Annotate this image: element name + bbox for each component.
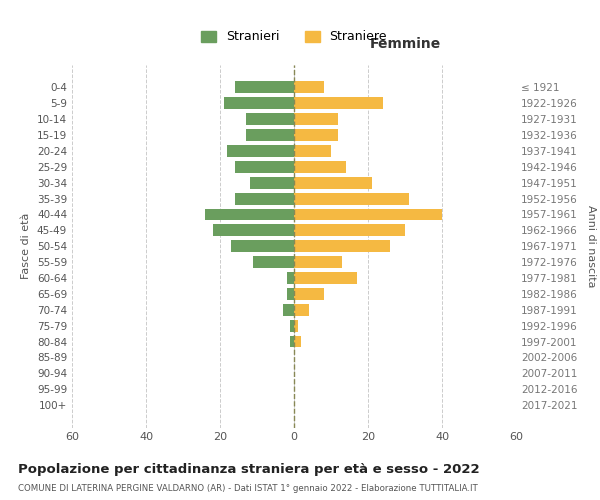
Bar <box>294 177 372 188</box>
Bar <box>294 256 342 268</box>
Y-axis label: Anni di nascita: Anni di nascita <box>586 205 596 288</box>
Bar <box>235 82 294 94</box>
Bar <box>294 336 301 347</box>
Text: Popolazione per cittadinanza straniera per età e sesso - 2022: Popolazione per cittadinanza straniera p… <box>18 462 479 475</box>
Bar <box>294 129 338 141</box>
Text: Femmine: Femmine <box>370 36 440 51</box>
Text: COMUNE DI LATERINA PERGINE VALDARNO (AR) - Dati ISTAT 1° gennaio 2022 - Elaboraz: COMUNE DI LATERINA PERGINE VALDARNO (AR)… <box>18 484 478 493</box>
Bar <box>287 272 294 284</box>
Bar <box>235 192 294 204</box>
Bar <box>294 224 405 236</box>
Bar <box>224 98 294 110</box>
Bar <box>294 161 346 173</box>
Bar <box>294 240 390 252</box>
Bar <box>294 272 357 284</box>
Bar <box>287 288 294 300</box>
Legend: Stranieri, Straniere: Stranieri, Straniere <box>195 24 393 50</box>
Bar <box>294 82 323 94</box>
Bar <box>235 161 294 173</box>
Bar <box>294 145 331 157</box>
Bar <box>246 113 294 125</box>
Bar <box>205 208 294 220</box>
Bar <box>290 320 294 332</box>
Bar <box>294 288 323 300</box>
Bar <box>246 129 294 141</box>
Bar <box>231 240 294 252</box>
Bar <box>294 113 338 125</box>
Bar <box>212 224 294 236</box>
Bar <box>294 304 309 316</box>
Bar <box>290 336 294 347</box>
Y-axis label: Fasce di età: Fasce di età <box>22 213 31 280</box>
Bar <box>250 177 294 188</box>
Bar <box>294 98 383 110</box>
Bar <box>253 256 294 268</box>
Bar <box>294 320 298 332</box>
Bar <box>227 145 294 157</box>
Bar <box>294 208 442 220</box>
Bar <box>294 192 409 204</box>
Bar <box>283 304 294 316</box>
